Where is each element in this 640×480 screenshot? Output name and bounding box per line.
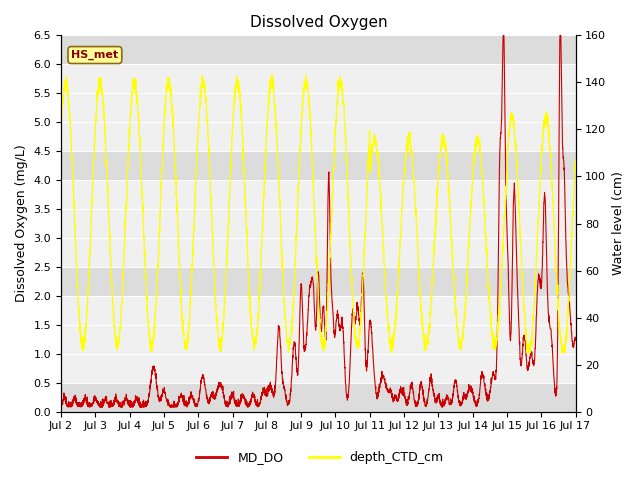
Bar — [61, 354, 575, 383]
Bar — [61, 296, 575, 325]
Bar — [61, 151, 575, 180]
Bar — [61, 267, 575, 296]
Bar — [61, 209, 575, 238]
Y-axis label: Dissolved Oxygen (mg/L): Dissolved Oxygen (mg/L) — [15, 144, 28, 302]
Y-axis label: Water level (cm): Water level (cm) — [612, 171, 625, 276]
Bar — [61, 383, 575, 412]
Text: HS_met: HS_met — [71, 50, 118, 60]
Title: Dissolved Oxygen: Dissolved Oxygen — [250, 15, 387, 30]
Bar — [61, 36, 575, 64]
Bar — [61, 122, 575, 151]
Bar — [61, 64, 575, 93]
Bar — [61, 238, 575, 267]
Bar — [61, 325, 575, 354]
Legend: MD_DO, depth_CTD_cm: MD_DO, depth_CTD_cm — [191, 446, 449, 469]
Bar — [61, 180, 575, 209]
Bar — [61, 93, 575, 122]
Bar — [61, 6, 575, 36]
